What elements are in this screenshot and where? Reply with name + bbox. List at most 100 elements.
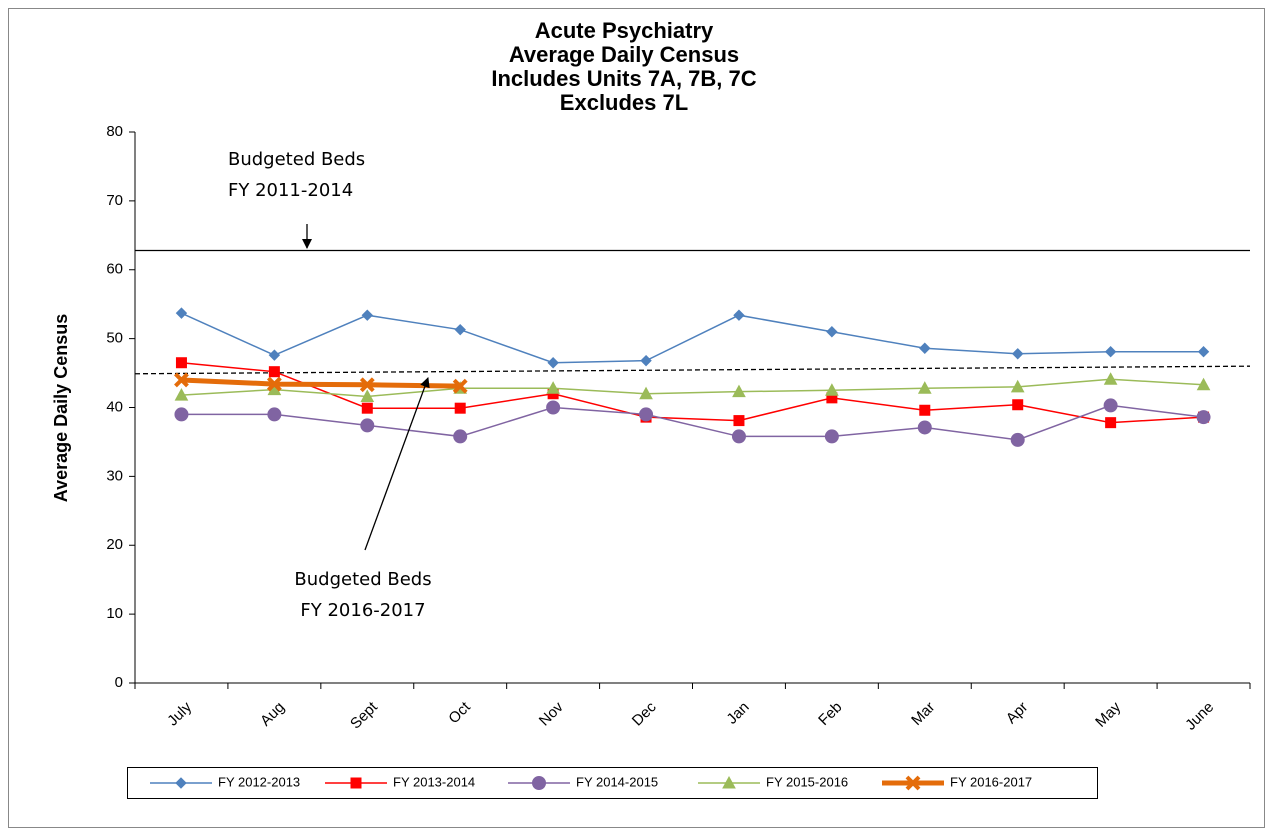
- legend-marker: [175, 777, 187, 789]
- data-point: [1103, 398, 1118, 413]
- reference-line: [134, 365, 1251, 375]
- y-axis-label: Average Daily Census: [51, 314, 71, 502]
- data-point: [175, 357, 187, 369]
- x-tick-label: Oct: [445, 698, 474, 727]
- y-tick-label: 0: [115, 674, 123, 691]
- y-tick-label: 80: [106, 123, 123, 140]
- data-point: [361, 402, 373, 414]
- legend-item: FY 2012-2013: [150, 774, 300, 789]
- chart-title: Excludes 7L: [560, 90, 688, 115]
- data-point: [454, 323, 466, 336]
- annotation: Budgeted Beds: [228, 149, 365, 170]
- data-point: [268, 349, 281, 361]
- legend-item: FY 2014-2015: [508, 774, 658, 790]
- y-tick-label: 60: [106, 261, 123, 278]
- data-point: [1012, 348, 1024, 360]
- y-tick-label: 10: [106, 605, 123, 622]
- series-line: [181, 377, 461, 389]
- series: [175, 307, 1210, 369]
- series: [174, 398, 1211, 447]
- y-tick-label: 50: [106, 330, 123, 347]
- x-tick-label: Sept: [347, 698, 381, 732]
- legend-marker: [532, 776, 546, 790]
- data-point: [546, 381, 560, 394]
- annotation: Budgeted Beds: [294, 569, 431, 590]
- legend-item: FY 2016-2017: [882, 774, 1032, 791]
- data-point: [360, 418, 375, 433]
- chart-title: Acute Psychiatry: [535, 18, 714, 43]
- data-point: [547, 357, 559, 369]
- annotation: FY 2011-2014: [228, 180, 353, 201]
- data-point: [1010, 432, 1025, 447]
- data-point: [174, 407, 189, 422]
- chart-title: Includes Units 7A, 7B, 7C: [491, 66, 756, 91]
- y-tick-label: 20: [106, 536, 123, 553]
- data-point: [1196, 377, 1211, 391]
- data-point: [266, 376, 282, 392]
- x-tick-label: May: [1092, 698, 1124, 730]
- x-tick-label: June: [1182, 699, 1217, 734]
- data-point: [1105, 417, 1117, 429]
- x-tick-label: Jan: [723, 699, 752, 728]
- legend-marker: [905, 775, 921, 791]
- legend-label: FY 2015-2016: [766, 774, 848, 789]
- data-point: [917, 381, 932, 394]
- data-point: [1010, 379, 1025, 393]
- x-tick-label: Nov: [536, 698, 567, 729]
- x-tick-label: July: [164, 698, 195, 729]
- data-point: [361, 309, 373, 321]
- series-line: [181, 361, 1204, 424]
- data-point: [826, 326, 838, 338]
- legend-label: FY 2014-2015: [576, 774, 658, 789]
- data-point: [175, 307, 188, 319]
- x-tick-label: Dec: [629, 698, 660, 729]
- data-point: [917, 420, 932, 435]
- x-tick-label: Apr: [1003, 699, 1032, 728]
- data-point: [640, 354, 652, 367]
- data-point: [731, 429, 746, 444]
- x-tick-label: Aug: [257, 699, 288, 730]
- data-point: [919, 404, 931, 416]
- data-point: [454, 402, 466, 414]
- annotation: FY 2016-2017: [300, 600, 425, 621]
- data-point: [546, 400, 561, 415]
- data-point: [733, 309, 745, 321]
- x-tick-label: Mar: [908, 699, 938, 729]
- data-point: [452, 378, 468, 394]
- legend-item: FY 2015-2016: [698, 774, 848, 789]
- y-tick-label: 30: [106, 467, 123, 484]
- y-tick-label: 40: [106, 398, 123, 415]
- data-point: [267, 407, 282, 422]
- y-tick-label: 70: [106, 192, 123, 209]
- data-point: [732, 384, 746, 398]
- annotation-arrow: [364, 377, 430, 551]
- data-point: [174, 388, 189, 401]
- data-point: [1104, 346, 1117, 358]
- chart-border: [8, 8, 1265, 828]
- data-point: [359, 377, 375, 393]
- data-point: [360, 389, 375, 402]
- legend-marker: [722, 775, 736, 789]
- data-point: [1103, 372, 1118, 385]
- legend-item: FY 2013-2014: [325, 774, 475, 789]
- data-point: [733, 415, 745, 427]
- data-point: [1196, 410, 1211, 425]
- legend-label: FY 2013-2014: [393, 774, 475, 789]
- data-point: [453, 429, 468, 444]
- data-point: [1012, 399, 1024, 411]
- data-point: [639, 407, 654, 422]
- series-line: [181, 378, 1204, 398]
- x-tick-label: Feb: [815, 699, 845, 729]
- legend-label: FY 2012-2013: [218, 774, 300, 789]
- data-point: [919, 342, 931, 354]
- series-line: [181, 404, 1204, 441]
- data-point: [174, 372, 189, 388]
- chart-title: Average Daily Census: [509, 42, 739, 67]
- data-point: [639, 386, 653, 400]
- legend-marker: [350, 777, 362, 789]
- data-point: [825, 383, 839, 396]
- series: [174, 372, 1211, 402]
- series-line: [181, 312, 1204, 364]
- series: [174, 372, 468, 394]
